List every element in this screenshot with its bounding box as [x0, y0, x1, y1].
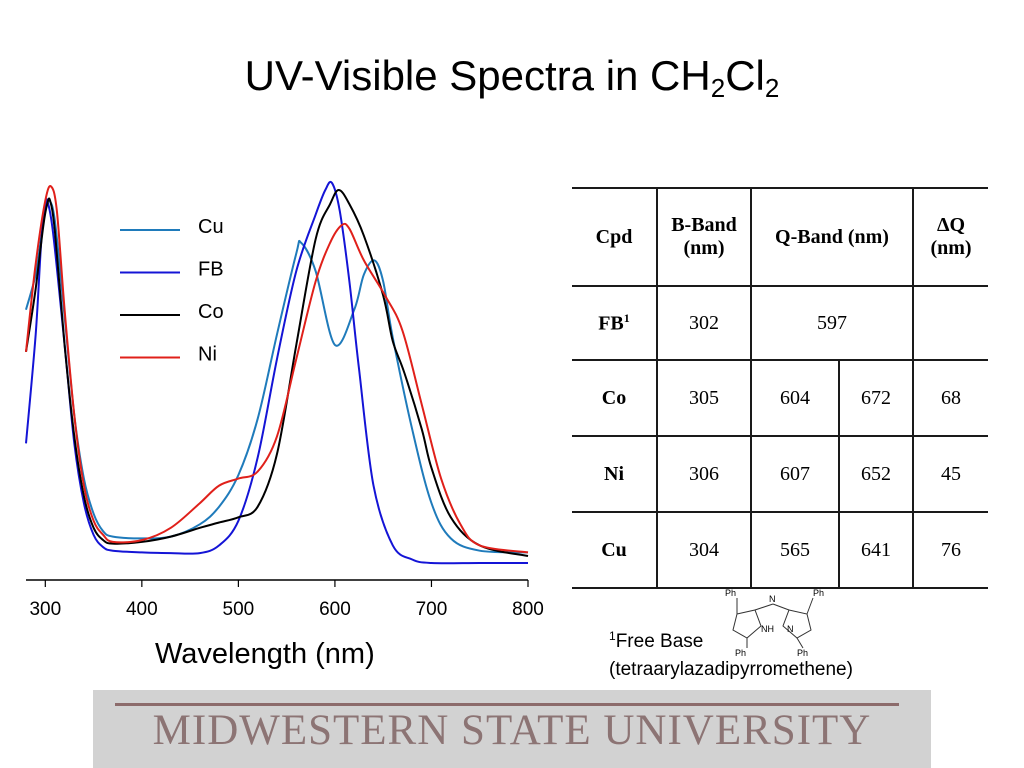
- title-subscript-1: 2: [710, 73, 726, 103]
- cell-delta-q: 76: [912, 512, 988, 589]
- series-line-ni: [25, 185, 529, 554]
- footnote-line-1: 1Free Base: [609, 622, 853, 656]
- legend-label-co: Co: [198, 301, 224, 323]
- mol-label-ph-1: Ph: [725, 588, 736, 598]
- x-tick-label: 300: [29, 599, 61, 620]
- cell-cpd: Co: [572, 360, 658, 437]
- header-q-band: Q-Band (nm): [750, 187, 914, 287]
- x-tick-label: 700: [416, 599, 448, 620]
- title-main: UV-Visible Spectra in CH: [244, 52, 711, 99]
- cell-q-band-2: 672: [838, 360, 914, 437]
- cell-q-band: 597: [750, 286, 914, 361]
- cell-b-band: 306: [656, 436, 752, 513]
- x-tick-label: 600: [319, 599, 351, 620]
- mol-label-nh: NH: [761, 624, 774, 634]
- cell-q-band-2: 652: [838, 436, 914, 513]
- uv-vis-chart: 300 400 500 600 700 800 Cu FB Co Ni: [25, 180, 544, 620]
- header-delta-q: ΔQ (nm): [912, 187, 988, 287]
- header-b-band: B-Band (nm): [656, 187, 752, 287]
- series-layer: [25, 180, 529, 565]
- table-row: Ni 306 607 652 45: [572, 436, 988, 513]
- x-tick-label: 500: [223, 599, 255, 620]
- slide-title: UV-Visible Spectra in CH2Cl2: [0, 52, 1024, 104]
- x-axis-label: Wavelength (nm): [155, 638, 375, 670]
- series-line-cu: [25, 199, 529, 554]
- legend-label-cu: Cu: [198, 216, 224, 238]
- cell-delta-q: 45: [912, 436, 988, 513]
- x-tick-label: 800: [512, 599, 544, 620]
- cell-b-band: 304: [656, 512, 752, 589]
- title-mid: Cl: [725, 52, 765, 99]
- cell-cpd: FB1: [572, 286, 658, 361]
- title-subscript-2: 2: [764, 73, 780, 103]
- cell-q-band-2: 641: [838, 512, 914, 589]
- x-axis: 300 400 500 600 700 800: [26, 579, 544, 620]
- cell-cpd: Cu: [572, 512, 658, 589]
- table-row: Co 305 604 672 68: [572, 360, 988, 437]
- mol-label-ph-3: Ph: [735, 648, 746, 656]
- footnote-line-2: (tetraarylazadipyrromethene): [609, 659, 853, 680]
- cpd-sup: 1: [623, 310, 630, 325]
- university-banner: MIDWESTERN STATE UNIVERSITY: [93, 690, 931, 768]
- mol-label-ph-4: Ph: [797, 648, 808, 656]
- series-line-fb: [25, 180, 528, 565]
- legend-label-ni: Ni: [198, 344, 217, 366]
- cell-b-band: 305: [656, 360, 752, 437]
- footnote-marker: 1: [609, 629, 616, 643]
- legend-label-fb: FB: [198, 259, 224, 281]
- legend: Cu FB Co Ni: [120, 216, 224, 366]
- table-row: Cu 304 565 641 76: [572, 512, 988, 589]
- cell-b-band: 302: [656, 286, 752, 361]
- mol-label-ph-2: Ph: [813, 588, 824, 598]
- banner-rule: [115, 703, 899, 706]
- series-line-co: [25, 188, 529, 557]
- cell-q-band-1: 604: [750, 360, 840, 437]
- x-tick-label: 400: [126, 599, 158, 620]
- cpd-name: FB: [598, 312, 624, 335]
- azadipyrromethene-structure-icon: Ph Ph Ph Ph N NH N: [725, 588, 824, 656]
- cell-q-band-1: 565: [750, 512, 840, 589]
- cell-delta-q: 68: [912, 360, 988, 437]
- footnote-text: Free Base: [615, 631, 704, 652]
- cell-q-band-1: 607: [750, 436, 840, 513]
- banner-text: MIDWESTERN STATE UNIVERSITY: [152, 707, 872, 754]
- table-row: FB1 302 597: [572, 286, 988, 361]
- footnote: 1Free Base (tetraarylazadipyrromethene): [609, 622, 853, 684]
- cell-delta-q: [912, 286, 988, 361]
- mol-label-n: N: [787, 624, 794, 634]
- header-cpd: Cpd: [572, 187, 658, 287]
- band-table: Cpd B-Band (nm) Q-Band (nm) ΔQ (nm) FB1 …: [572, 187, 988, 589]
- table-header-row: Cpd B-Band (nm) Q-Band (nm) ΔQ (nm): [572, 187, 988, 287]
- cell-cpd: Ni: [572, 436, 658, 513]
- mol-label-n-bridge: N: [769, 594, 776, 604]
